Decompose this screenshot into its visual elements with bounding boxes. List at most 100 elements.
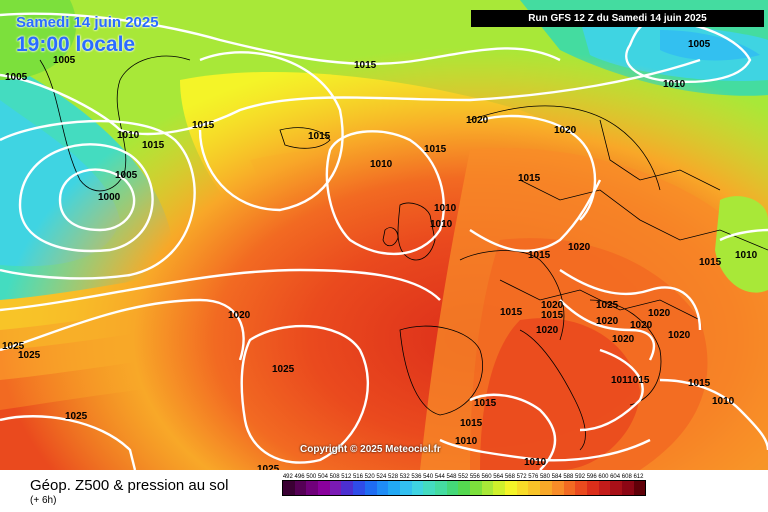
legend-value: 572 xyxy=(516,474,527,480)
isobars xyxy=(0,12,768,470)
legend-value: 492 xyxy=(282,474,293,480)
legend-bar xyxy=(282,480,647,496)
isobar-label: 1020 xyxy=(536,325,559,336)
weather-map: 1005 1005 1010 1015 1005 1000 1015 1015 … xyxy=(0,0,768,470)
legend-value: 580 xyxy=(539,474,550,480)
legend-value: 552 xyxy=(458,474,469,480)
legend-value: 564 xyxy=(493,474,504,480)
isobar-label: 1015 xyxy=(460,418,483,429)
isobar-label: 1025 xyxy=(596,300,619,311)
isobar-label: 1015 xyxy=(699,257,722,268)
forecast-time: 19:00 locale xyxy=(16,33,136,56)
legend-value: 548 xyxy=(446,474,457,480)
legend-value: 504 xyxy=(317,474,328,480)
isobar-label: 1005 xyxy=(53,55,76,66)
legend-value: 536 xyxy=(411,474,422,480)
isobar-label: 1005 xyxy=(115,170,138,181)
legend-value: 604 xyxy=(610,474,621,480)
legend-value: 596 xyxy=(586,474,597,480)
isobar-label: 1025 xyxy=(272,364,295,375)
isobar-label: 1010 xyxy=(712,396,735,407)
isobar-label: 1010 xyxy=(430,219,453,230)
legend-swatch xyxy=(376,481,389,495)
legend-value: 520 xyxy=(364,474,375,480)
isobar-label: 1015 xyxy=(474,398,497,409)
legend-value: 540 xyxy=(423,474,434,480)
isobar-label: 1020 xyxy=(648,308,671,319)
legend-value: 612 xyxy=(633,474,644,480)
isobar-label: 1010 xyxy=(735,250,758,261)
legend-swatch xyxy=(470,481,482,495)
isobar-label: 1015 xyxy=(308,131,331,142)
legend-value: 556 xyxy=(469,474,480,480)
coastlines xyxy=(39,55,768,451)
legend-value: 560 xyxy=(481,474,492,480)
legend-swatch xyxy=(341,481,354,495)
isobar-label: 1015 xyxy=(354,60,377,71)
isobar-label: 1005 xyxy=(688,39,711,50)
isobar-label: 1020 xyxy=(541,300,564,311)
legend-swatch xyxy=(505,481,517,495)
isobar-label: 1010 xyxy=(434,203,457,214)
copyright: Copyright © 2025 Meteociel.fr xyxy=(300,444,441,455)
isobar-label: 1015 xyxy=(424,144,447,155)
legend-value: 588 xyxy=(563,474,574,480)
legend-swatch xyxy=(411,481,424,495)
forecast-date: Samedi 14 juin 2025 xyxy=(16,14,159,31)
legend-value: 524 xyxy=(376,474,387,480)
isobar-label: 1015 xyxy=(518,173,541,184)
legend-swatch xyxy=(516,481,529,495)
legend-swatch xyxy=(621,481,634,495)
isobar-label: 1015 xyxy=(500,307,523,318)
isobar-label: 1010 xyxy=(524,457,547,468)
isobar-label: 1020 xyxy=(612,334,635,345)
legend-value: 600 xyxy=(598,474,609,480)
legend-value: 528 xyxy=(388,474,399,480)
legend-value: 568 xyxy=(504,474,515,480)
legend-value: 608 xyxy=(621,474,632,480)
legend-swatch xyxy=(399,481,412,495)
legend-swatch xyxy=(423,481,435,495)
isobar-label: 1015 xyxy=(192,120,215,131)
legend-swatch xyxy=(540,481,552,495)
legend-swatch xyxy=(283,481,295,495)
isobar-label: 1025 xyxy=(65,411,88,422)
legend-value: 500 xyxy=(306,474,317,480)
legend-swatch xyxy=(493,481,506,495)
map-title: Géop. Z500 & pression au sol xyxy=(30,477,229,494)
legend-swatch xyxy=(306,481,319,495)
isobar-label: 1000 xyxy=(98,192,121,203)
legend-swatch xyxy=(633,481,646,495)
isobar-label: 1015 xyxy=(688,378,711,389)
isobar-label: 1020 xyxy=(228,310,251,321)
legend-swatch xyxy=(610,481,622,495)
legend-swatch xyxy=(598,481,611,495)
legend-value: 532 xyxy=(399,474,410,480)
legend-swatch xyxy=(446,481,459,495)
legend-labels: 492 496 500 504 508 512 516 520 524 528 532 536 540 5… xyxy=(282,474,646,480)
isobar-label: 1020 xyxy=(568,242,591,253)
legend-swatch xyxy=(329,481,342,495)
isobar-label: 1010 xyxy=(117,130,140,141)
isobar-label: 1005 xyxy=(5,72,28,83)
isobar-label: 1020 xyxy=(668,330,691,341)
legend-swatch xyxy=(528,481,541,495)
legend-swatch xyxy=(586,481,599,495)
legend-value: 584 xyxy=(551,474,562,480)
isobar-label: 1010 xyxy=(663,79,686,90)
footer: Géop. Z500 & pression au sol (+ 6h) 492 4… xyxy=(0,470,768,512)
isobar-label: 1020 xyxy=(630,320,653,331)
legend-value: 496 xyxy=(294,474,305,480)
legend-value: 576 xyxy=(528,474,539,480)
legend-swatch xyxy=(318,481,330,495)
map-canvas: 1005 1005 1010 1015 1005 1000 1015 1015 … xyxy=(0,0,768,470)
legend-swatch xyxy=(551,481,564,495)
color-legend: 492 496 500 504 508 512 516 520 524 528 532 536 540 5… xyxy=(282,474,647,496)
map-subtitle: (+ 6h) xyxy=(30,495,57,506)
legend-swatch xyxy=(364,481,377,495)
isobar-label: 1020 xyxy=(466,115,489,126)
legend-swatch xyxy=(294,481,307,495)
isobar-label: 1025 xyxy=(2,341,25,352)
isobar-label: 1010 xyxy=(370,159,393,170)
isobar-label: 1025 xyxy=(18,350,41,361)
